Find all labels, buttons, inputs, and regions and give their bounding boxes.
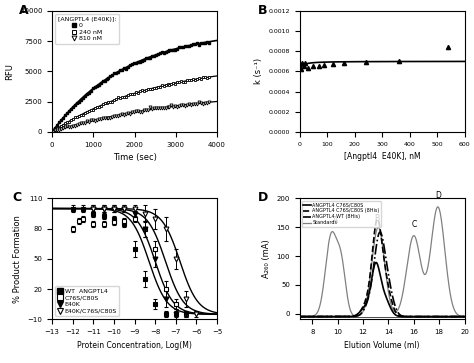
X-axis label: Time (sec): Time (sec) bbox=[113, 153, 156, 162]
Text: B: B bbox=[258, 4, 268, 17]
Text: D: D bbox=[435, 191, 441, 200]
Y-axis label: A₂₆₀ (mA): A₂₆₀ (mA) bbox=[262, 240, 271, 278]
X-axis label: Elution Volume (ml): Elution Volume (ml) bbox=[344, 341, 420, 350]
Legend: 0, 240 nM, 810 nM: 0, 240 nM, 810 nM bbox=[55, 14, 119, 44]
Text: D: D bbox=[258, 191, 269, 204]
Text: A: A bbox=[19, 4, 29, 17]
Y-axis label: % Product Formation: % Product Formation bbox=[13, 215, 22, 303]
Text: A: A bbox=[332, 216, 337, 225]
Text: C: C bbox=[411, 220, 416, 229]
X-axis label: [Angptl4  E40K], nM: [Angptl4 E40K], nM bbox=[344, 152, 420, 161]
X-axis label: Protein Concentration, Log(M): Protein Concentration, Log(M) bbox=[77, 341, 192, 350]
Y-axis label: RFU: RFU bbox=[5, 63, 14, 80]
Text: B: B bbox=[374, 215, 380, 224]
Text: C: C bbox=[12, 191, 22, 204]
Y-axis label: k (s⁻¹): k (s⁻¹) bbox=[254, 58, 263, 85]
Legend: WT  ANGPTL4, C76S/C80S, E40K, E40K/C76S/C80S: WT ANGPTL4, C76S/C80S, E40K, E40K/C76S/C… bbox=[55, 286, 119, 316]
Legend: ANGPTL4 C76S/C80S, ANGPTL4 C76S/C80S (8His), ANGPTL4 WT (8His), Standards: ANGPTL4 C76S/C80S, ANGPTL4 C76S/C80S (8H… bbox=[302, 201, 381, 227]
